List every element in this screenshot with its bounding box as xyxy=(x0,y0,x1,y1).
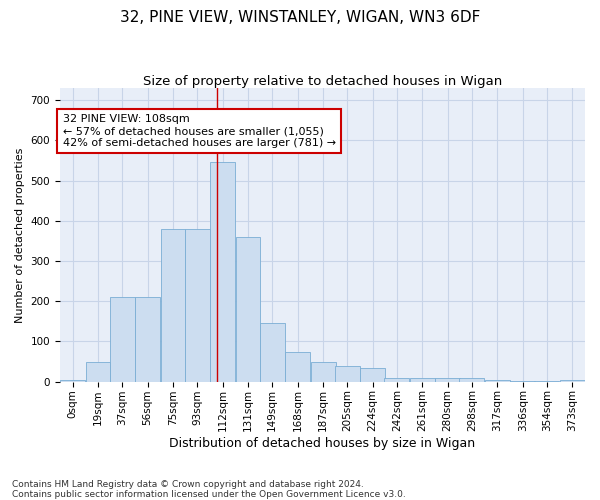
Bar xyxy=(485,380,510,382)
Text: 32, PINE VIEW, WINSTANLEY, WIGAN, WN3 6DF: 32, PINE VIEW, WINSTANLEY, WIGAN, WN3 6D… xyxy=(120,10,480,25)
Bar xyxy=(135,297,160,382)
Text: Contains HM Land Registry data © Crown copyright and database right 2024.
Contai: Contains HM Land Registry data © Crown c… xyxy=(12,480,406,499)
Bar xyxy=(436,378,460,382)
Text: 32 PINE VIEW: 108sqm
← 57% of detached houses are smaller (1,055)
42% of semi-de: 32 PINE VIEW: 108sqm ← 57% of detached h… xyxy=(62,114,336,148)
Bar xyxy=(60,380,85,382)
Bar xyxy=(285,352,310,382)
Bar xyxy=(86,362,110,382)
Bar xyxy=(260,324,284,382)
X-axis label: Distribution of detached houses by size in Wigan: Distribution of detached houses by size … xyxy=(169,437,476,450)
Y-axis label: Number of detached properties: Number of detached properties xyxy=(15,147,25,322)
Bar xyxy=(185,229,209,382)
Bar xyxy=(210,162,235,382)
Title: Size of property relative to detached houses in Wigan: Size of property relative to detached ho… xyxy=(143,75,502,88)
Bar xyxy=(311,362,335,382)
Bar xyxy=(335,366,359,382)
Bar xyxy=(560,380,585,382)
Bar xyxy=(161,229,185,382)
Bar xyxy=(360,368,385,382)
Bar xyxy=(460,378,484,382)
Bar xyxy=(385,378,409,382)
Bar xyxy=(410,378,435,382)
Bar xyxy=(110,297,134,382)
Bar xyxy=(236,237,260,382)
